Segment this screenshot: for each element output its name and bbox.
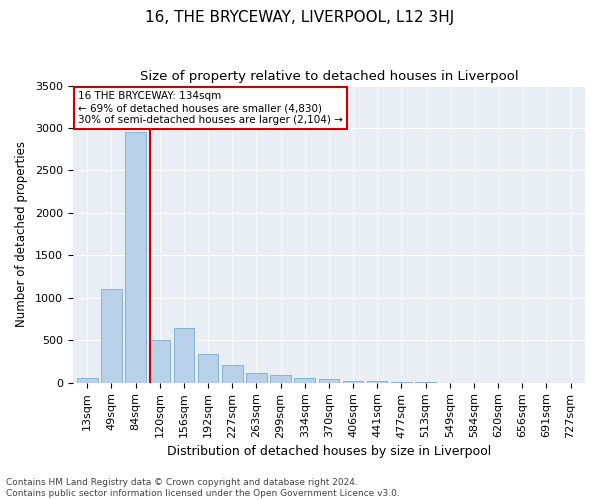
Bar <box>271 374 291 382</box>
Bar <box>246 374 266 382</box>
Text: 16, THE BRYCEWAY, LIVERPOOL, L12 3HJ: 16, THE BRYCEWAY, LIVERPOOL, L12 3HJ <box>145 10 455 25</box>
Title: Size of property relative to detached houses in Liverpool: Size of property relative to detached ho… <box>140 70 518 83</box>
Y-axis label: Number of detached properties: Number of detached properties <box>15 141 28 327</box>
Bar <box>222 365 242 382</box>
Bar <box>149 340 170 382</box>
Bar <box>198 354 218 382</box>
Bar <box>295 378 315 382</box>
Bar <box>173 328 194 382</box>
Bar <box>101 290 122 382</box>
Text: 16 THE BRYCEWAY: 134sqm
← 69% of detached houses are smaller (4,830)
30% of semi: 16 THE BRYCEWAY: 134sqm ← 69% of detache… <box>78 92 343 124</box>
Bar <box>319 380 339 382</box>
Bar <box>343 380 364 382</box>
Bar <box>125 132 146 382</box>
X-axis label: Distribution of detached houses by size in Liverpool: Distribution of detached houses by size … <box>167 444 491 458</box>
Bar <box>77 378 98 382</box>
Text: Contains HM Land Registry data © Crown copyright and database right 2024.
Contai: Contains HM Land Registry data © Crown c… <box>6 478 400 498</box>
